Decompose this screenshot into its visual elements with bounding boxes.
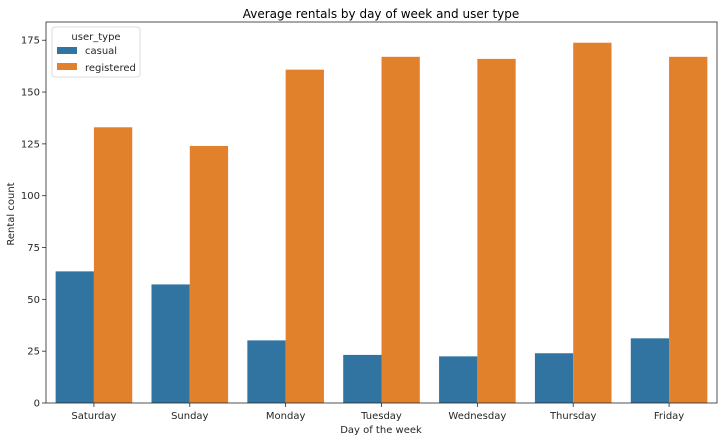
legend-title: user_type: [71, 32, 120, 43]
bar-casual-saturday: [55, 271, 94, 403]
bar-registered-saturday: [93, 127, 133, 403]
y-tick-label: 25: [27, 347, 40, 358]
bar-registered-monday: [285, 69, 324, 404]
bar-registered-thursday: [573, 42, 612, 404]
bar-registered-tuesday: [381, 56, 420, 404]
bar-casual-tuesday: [343, 354, 382, 403]
y-tick-label: 125: [21, 139, 40, 150]
y-axis: 0 25 50 75 100 125 150 175: [21, 36, 46, 410]
y-tick-label: 175: [21, 36, 40, 47]
bar-casual-wednesday: [439, 356, 478, 403]
chart-title: Average rentals by day of week and user …: [243, 7, 520, 21]
y-tick-label: 0: [34, 399, 40, 410]
bar-casual-monday: [247, 340, 286, 403]
legend-swatch-casual: [57, 47, 77, 54]
x-tick-label-thursday: Thursday: [549, 411, 597, 422]
y-tick-label: 100: [21, 191, 40, 202]
bar-casual-sunday: [151, 284, 190, 403]
bar-registered-sunday: [189, 145, 229, 403]
legend-label-registered: registered: [85, 63, 136, 74]
legend-label-casual: casual: [85, 46, 117, 57]
x-tick-label-wednesday: Wednesday: [448, 411, 506, 422]
x-tick-label-tuesday: Tuesday: [360, 411, 402, 422]
bar-registered-friday: [669, 56, 708, 404]
plot-frame: [45, 21, 718, 404]
bar-casual-friday: [630, 338, 670, 403]
y-tick-label: 150: [21, 88, 40, 99]
x-axis-label: Day of the week: [340, 425, 422, 436]
x-tick-label-saturday: Saturday: [71, 411, 116, 422]
bar-registered-wednesday: [477, 58, 516, 404]
x-tick-label-monday: Monday: [266, 411, 306, 422]
legend-swatch-registered: [57, 63, 77, 70]
x-axis: Saturday Sunday Monday Tuesday Wednesday Thur…: [71, 403, 684, 422]
x-tick-label-sunday: Sunday: [171, 411, 208, 422]
x-tick-label-friday: Friday: [654, 411, 684, 422]
y-tick-label: 50: [27, 295, 40, 306]
bars-group: [55, 42, 708, 404]
y-tick-label: 75: [27, 243, 40, 254]
bar-casual-thursday: [534, 353, 574, 403]
y-axis-label: Rental count: [6, 182, 17, 245]
legend: user_type casual registered: [51, 26, 141, 78]
